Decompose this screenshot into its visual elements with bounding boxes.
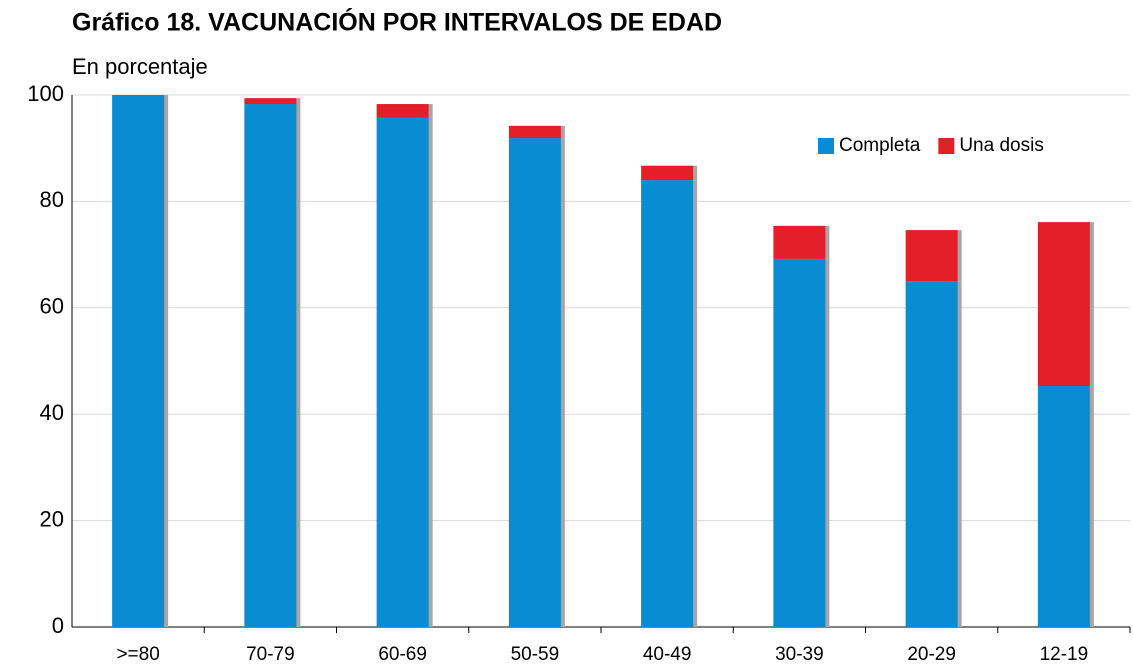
bar-segment bbox=[376, 117, 429, 627]
bar-segment bbox=[773, 225, 826, 259]
legend-swatch bbox=[938, 138, 955, 154]
bar-segment bbox=[1037, 222, 1090, 387]
bar-segment bbox=[508, 125, 561, 139]
y-tick-label: 100 bbox=[27, 81, 64, 106]
y-tick-label: 20 bbox=[40, 506, 64, 531]
bar-segment bbox=[641, 165, 694, 181]
legend-label: Completa bbox=[839, 135, 921, 156]
bars bbox=[112, 95, 1090, 628]
y-tick-label: 60 bbox=[40, 294, 64, 319]
y-tick-label: 80 bbox=[40, 187, 64, 212]
legend-label: Una dosis bbox=[959, 135, 1044, 156]
bar-segment bbox=[244, 104, 297, 627]
bar-segment bbox=[376, 104, 429, 118]
chart-title: Gráfico 18. VACUNACIÓN POR INTERVALOS DE… bbox=[72, 7, 722, 37]
bar-segment bbox=[641, 180, 694, 627]
bar-segment bbox=[905, 281, 958, 627]
bar-segment bbox=[905, 230, 958, 282]
bar-segment bbox=[508, 138, 561, 628]
chart-subtitle: En porcentaje bbox=[72, 54, 208, 79]
x-tick-label: 20-29 bbox=[907, 644, 956, 665]
x-tick-label: 12-19 bbox=[1040, 644, 1089, 665]
x-tick-label: 70-79 bbox=[246, 644, 295, 665]
x-tick-label: 60-69 bbox=[378, 644, 427, 665]
y-tick-label: 40 bbox=[40, 400, 64, 425]
y-tick-label: 0 bbox=[52, 613, 64, 638]
bar-segment bbox=[773, 258, 826, 627]
bar-segment bbox=[1037, 386, 1090, 627]
legend-swatch bbox=[818, 138, 834, 154]
x-tick-label: 30-39 bbox=[775, 644, 824, 665]
bar-segment bbox=[244, 98, 297, 105]
x-tick-label: >=80 bbox=[116, 644, 159, 665]
bar-segment bbox=[112, 95, 165, 627]
x-tick-label: 40-49 bbox=[643, 644, 692, 665]
x-tick-label: 50-59 bbox=[511, 644, 560, 665]
